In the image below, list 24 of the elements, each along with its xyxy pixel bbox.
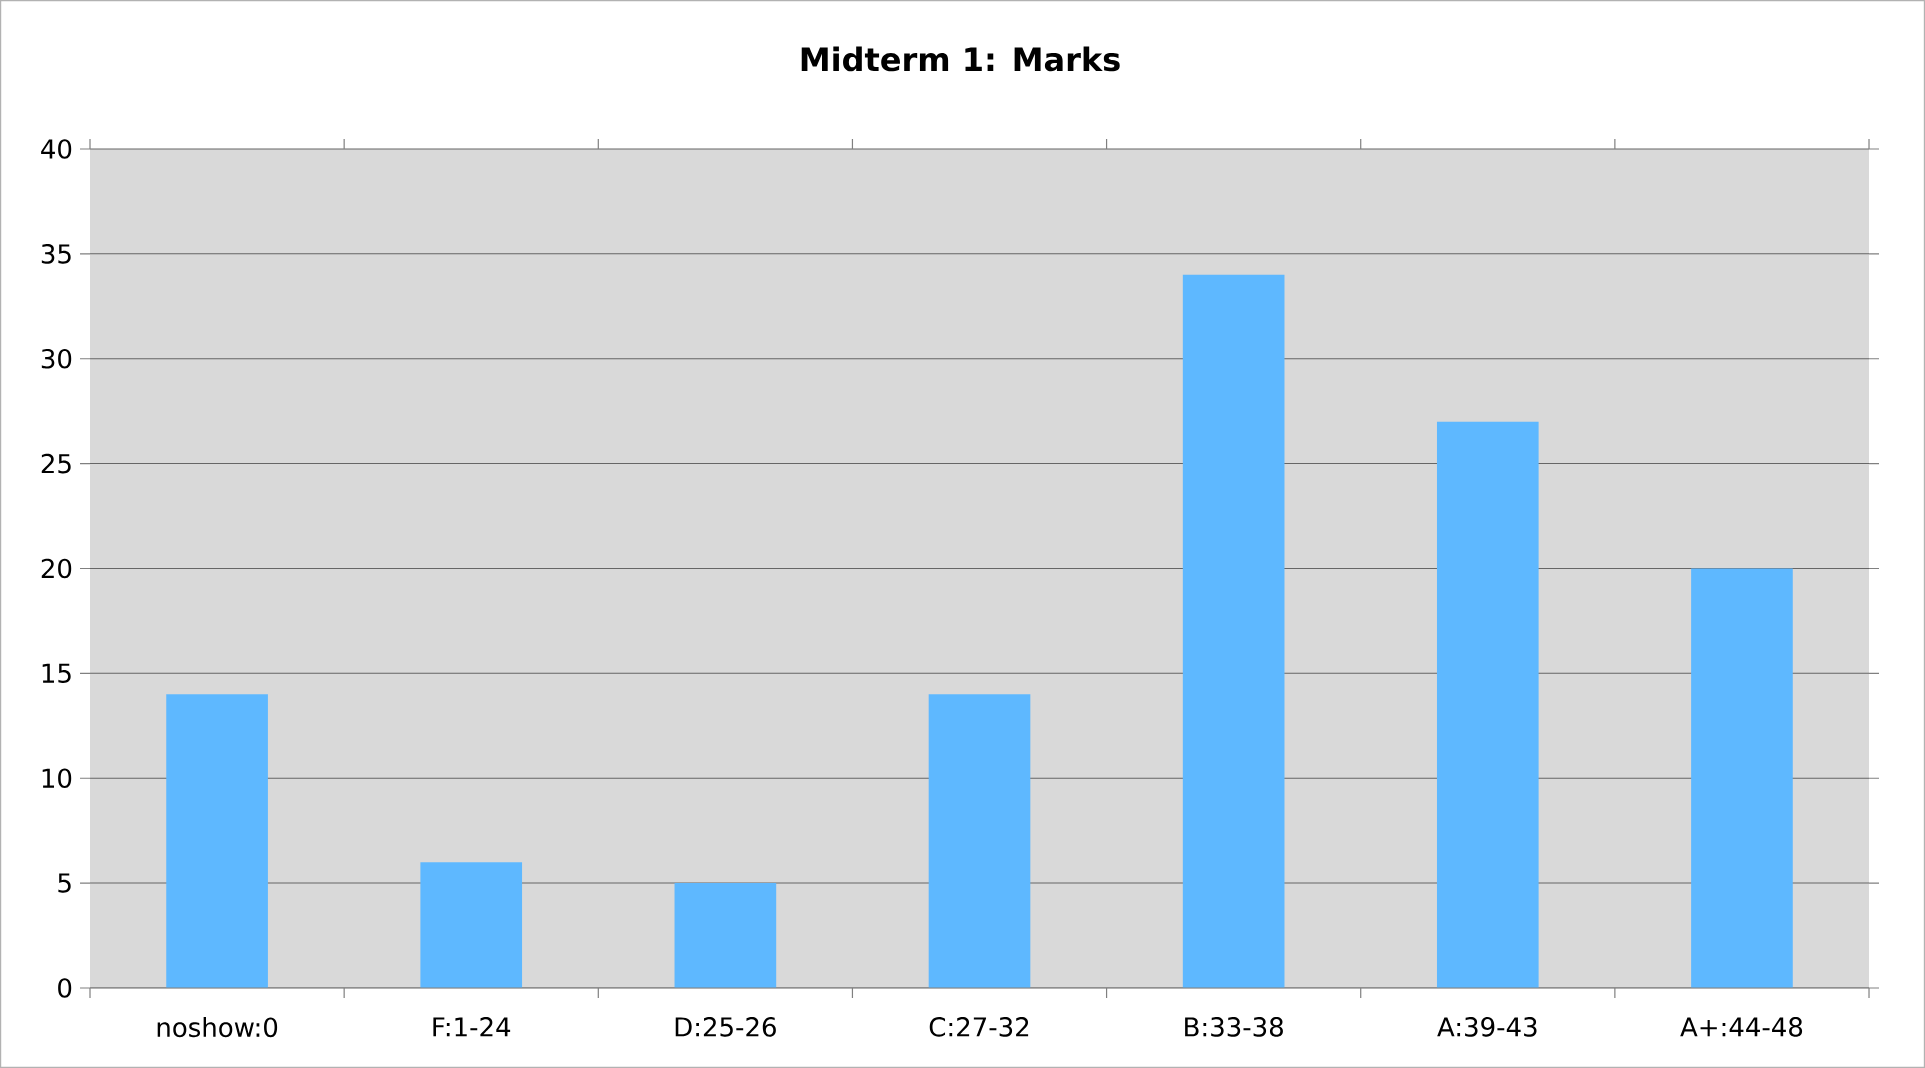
y-tick-label: 35 bbox=[41, 244, 71, 264]
bar bbox=[420, 862, 523, 988]
x-tick-label: C:27-32 bbox=[929, 1017, 1029, 1037]
y-tick-label: 15 bbox=[42, 663, 71, 684]
bar bbox=[1182, 274, 1285, 988]
x-tick-label: D:25-26 bbox=[675, 1017, 776, 1037]
bar bbox=[1436, 421, 1539, 988]
y-tick-label: 20 bbox=[41, 558, 72, 579]
x-tick-label: A:39-43 bbox=[1437, 1017, 1537, 1037]
y-tick-label: 0 bbox=[58, 978, 72, 998]
x-tick-label: B:33-38 bbox=[1185, 1017, 1283, 1037]
y-tick-label: 10 bbox=[42, 768, 72, 789]
chart-title: Midterm 1: Marks bbox=[801, 46, 1120, 72]
y-tick-label: 40 bbox=[41, 139, 72, 159]
y-tick-label: 25 bbox=[41, 453, 71, 474]
bar bbox=[166, 694, 268, 988]
x-tick-label: A+:44-48 bbox=[1680, 1017, 1803, 1037]
x-tick-label: F:1-24 bbox=[433, 1017, 511, 1037]
y-tick-label: 5 bbox=[58, 873, 71, 893]
bar bbox=[674, 883, 777, 988]
bar bbox=[1691, 568, 1793, 988]
x-tick-label: noshow:0 bbox=[157, 1017, 278, 1038]
y-tick-label: 30 bbox=[41, 348, 72, 369]
bar bbox=[928, 694, 1031, 988]
